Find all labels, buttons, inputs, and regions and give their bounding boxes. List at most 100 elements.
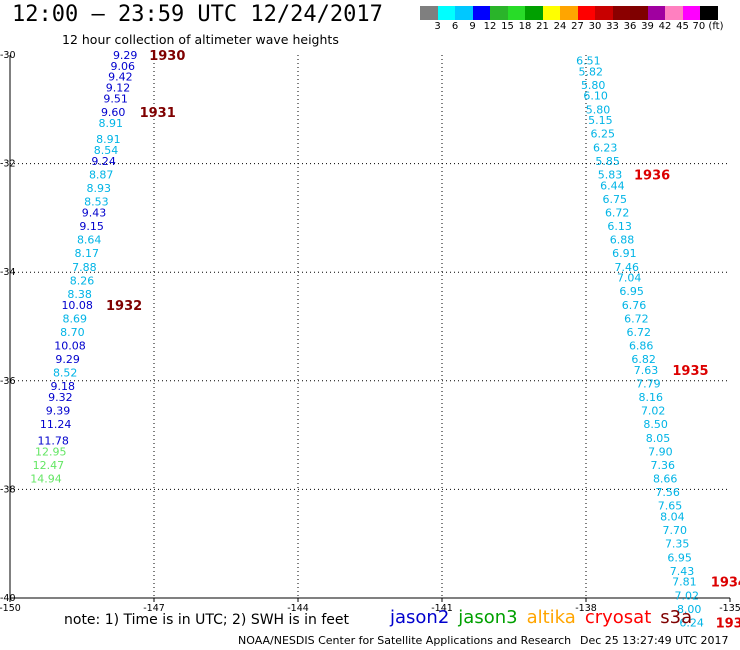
color-scale-label: 6	[451, 21, 459, 32]
color-scale-labels: 3 6 9 12 15 18 21 24 27 30 33 36 39 42 45 70 (ft)	[420, 21, 740, 35]
swh-value-east: 8.66	[653, 473, 678, 486]
color-scale-label: 27	[571, 21, 584, 32]
swh-value-east: 5.82	[579, 65, 604, 78]
swh-value-east: 6.51	[576, 54, 601, 67]
swh-value-west: 8.26	[70, 274, 95, 287]
swh-value-east: 8.00	[677, 603, 702, 616]
swh-value-east: 7.02	[675, 589, 700, 602]
swh-value-west: 11.78	[37, 435, 69, 448]
swh-value-west: 8.52	[53, 367, 78, 380]
color-swatch	[455, 6, 473, 20]
swh-value-west: 9.39	[46, 405, 71, 418]
swh-value-east: 6.86	[629, 340, 654, 353]
swh-value-west: 8.17	[75, 247, 100, 260]
x-tick-label: -150	[0, 603, 21, 614]
swh-value-west: 8.70	[60, 326, 85, 339]
swh-value-east: 6.75	[603, 193, 628, 206]
swh-value-east: 6.23	[593, 141, 618, 154]
legend-cryosat: cryosat	[584, 607, 652, 628]
x-tick-label: -141	[431, 603, 453, 614]
swh-value-west: 9.18	[51, 380, 76, 393]
color-swatch	[507, 6, 525, 20]
swh-value-west: 9.29	[113, 49, 138, 62]
swh-value-west: 8.38	[67, 288, 92, 301]
swh-value-west: 7.88	[72, 261, 97, 274]
x-tick-label: -147	[143, 603, 165, 614]
swh-value-east: 7.63	[634, 364, 659, 377]
color-scale-label: 45	[676, 21, 689, 32]
time-label: 1932	[106, 299, 142, 314]
x-tick-label: -138	[575, 603, 597, 614]
swh-value-west: 9.51	[103, 92, 128, 105]
x-tick-label: -144	[287, 603, 309, 614]
color-swatch	[647, 6, 665, 20]
color-scale-label: 30	[588, 21, 602, 32]
generated-timestamp: Dec 25 13:27:49 UTC 2017	[580, 634, 729, 647]
swh-value-east: 6.72	[624, 312, 649, 325]
swh-value-east: 6.24	[679, 616, 704, 629]
y-tick-label: -32	[0, 159, 16, 170]
y-tick-label: -30	[0, 50, 16, 61]
color-swatch	[490, 6, 508, 20]
swh-value-west: 12.95	[35, 445, 67, 458]
color-swatch	[700, 6, 718, 20]
swh-value-east: 8.04	[660, 511, 685, 524]
swh-value-east: 5.85	[595, 155, 620, 168]
color-swatch	[542, 6, 560, 20]
swh-value-west: 12.47	[33, 459, 65, 472]
swh-value-east: 8.50	[643, 418, 668, 431]
credit-line: NOAA/NESDIS Center for Satellite Applica…	[238, 634, 572, 647]
y-tick-label: -38	[0, 484, 16, 495]
y-tick-label: -40	[0, 593, 16, 604]
swh-value-east: 8.16	[639, 391, 664, 404]
color-scale-label: 3	[434, 21, 441, 32]
swh-value-east: 6.10	[583, 90, 608, 103]
color-scale-bar	[420, 6, 718, 20]
legend-s3a: s3a	[660, 607, 693, 628]
color-scale-label: 9	[469, 21, 476, 32]
color-scale-label: 39	[641, 21, 654, 32]
swh-value-west: 8.54	[94, 144, 119, 157]
swh-value-east: 7.46	[615, 261, 640, 274]
swh-value-east: 6.95	[619, 285, 644, 298]
swh-value-east: 7.43	[670, 565, 695, 578]
color-swatch	[665, 6, 683, 20]
swh-value-east: 5.80	[586, 103, 611, 116]
satellite-legend: jason2 jason3 altika cryosat s3a	[390, 607, 701, 628]
swh-value-west: 8.69	[63, 312, 88, 325]
chart-subtitle: 12 hour collection of altimeter wave hei…	[62, 32, 339, 47]
color-swatch	[612, 6, 630, 20]
swh-value-east: 6.88	[610, 234, 635, 247]
swh-value-west: 8.53	[84, 196, 109, 209]
swh-value-east: 6.44	[600, 179, 625, 192]
swh-value-east: 6.72	[605, 206, 630, 219]
swh-value-east: 7.65	[658, 500, 683, 513]
legend-jason3: jason3	[458, 607, 518, 628]
color-swatch	[472, 6, 490, 20]
swh-value-west: 9.15	[79, 220, 104, 233]
footnote: note: 1) Time is in UTC; 2) SWH is in fe…	[64, 612, 350, 628]
swh-value-east: 6.76	[622, 299, 647, 312]
time-label: 1936	[634, 168, 670, 183]
swh-value-east: 7.56	[655, 486, 680, 499]
swh-value-west: 8.93	[87, 182, 112, 195]
time-label: 1935	[672, 364, 708, 379]
swh-value-east: 7.79	[636, 378, 661, 391]
swh-value-east: 7.70	[663, 524, 688, 537]
swh-value-east: 7.81	[672, 576, 697, 589]
x-tick-label: -135	[719, 603, 740, 614]
color-swatch	[630, 6, 648, 20]
swh-value-west: 10.08	[54, 340, 86, 353]
color-swatch	[560, 6, 578, 20]
swh-value-east: 7.90	[648, 445, 673, 458]
color-swatch	[682, 6, 700, 20]
color-swatch	[577, 6, 595, 20]
swh-value-east: 8.05	[646, 432, 671, 445]
time-label: 1934	[711, 576, 740, 591]
color-swatch	[437, 6, 455, 20]
swh-value-east: 5.80	[581, 79, 606, 92]
swh-value-west: 9.32	[48, 391, 73, 404]
swh-value-west: 10.08	[61, 299, 93, 312]
swh-value-west: 14.94	[30, 473, 62, 486]
